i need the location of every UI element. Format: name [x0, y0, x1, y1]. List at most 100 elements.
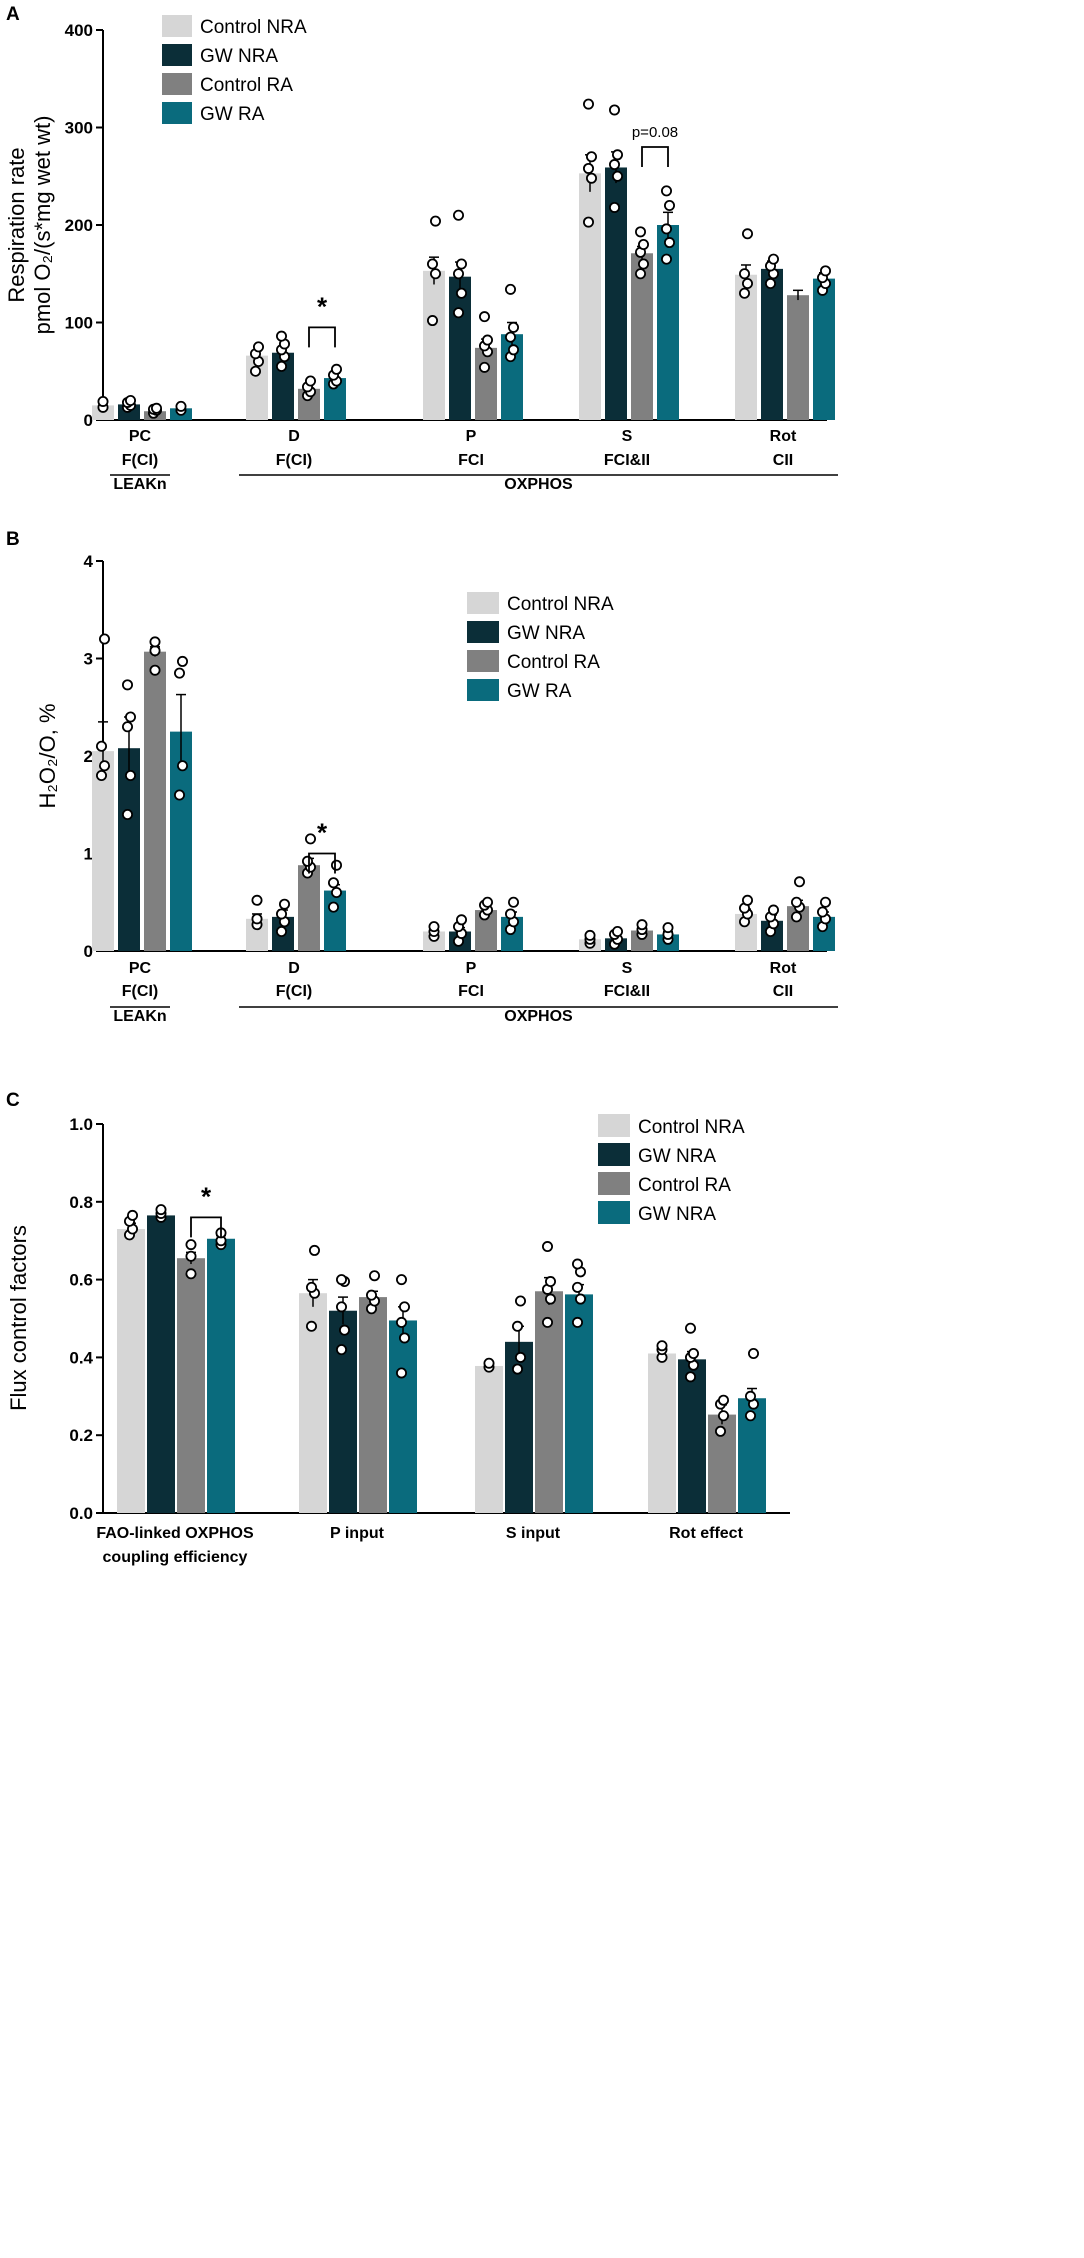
legend-label: Control RA — [200, 75, 293, 96]
data-point — [478, 361, 490, 373]
data-point — [688, 1348, 700, 1360]
data-point — [304, 833, 316, 845]
data-point — [185, 1250, 197, 1262]
data-point — [507, 896, 519, 908]
data-point — [612, 170, 624, 182]
data-point — [429, 268, 441, 280]
data-point — [175, 400, 187, 412]
data-point — [395, 1274, 407, 1286]
x-tick-label: F(CI) — [276, 452, 312, 469]
data-point — [398, 1301, 410, 1313]
y-tick-label: 0.4 — [69, 1348, 93, 1367]
y-axis-label: H₂O₂/O, % — [35, 703, 60, 808]
data-point — [512, 1320, 524, 1332]
significance-label: p=0.08 — [632, 124, 678, 141]
bar — [92, 751, 114, 951]
x-tick-label: FCI — [458, 452, 484, 469]
legend-label: GW NRA — [638, 1204, 716, 1225]
bar — [678, 1359, 706, 1513]
data-point — [636, 919, 648, 931]
y-tick-label: 0.8 — [69, 1193, 93, 1212]
x-tick-label: D — [288, 428, 300, 445]
data-point — [176, 760, 188, 772]
x-tick-label: Rot — [770, 960, 797, 977]
data-point — [545, 1276, 557, 1288]
legend-swatch — [467, 592, 499, 614]
bar — [170, 731, 192, 951]
data-point — [122, 679, 134, 691]
y-tick-label: 4 — [84, 552, 94, 571]
data-point — [635, 268, 647, 280]
data-point — [452, 307, 464, 319]
y-tick-label: 200 — [65, 216, 93, 235]
x-tick-label: Rot — [770, 428, 797, 445]
x-tick-label: P input — [330, 1525, 385, 1542]
bar — [475, 1365, 503, 1513]
y-tick-label: 0.2 — [69, 1426, 93, 1445]
data-point — [661, 223, 673, 235]
data-point — [305, 1281, 317, 1293]
data-point — [745, 1390, 757, 1402]
data-point — [609, 104, 621, 116]
data-point — [275, 330, 287, 342]
data-point — [99, 760, 111, 772]
data-point — [483, 1357, 495, 1369]
data-point — [455, 258, 467, 270]
data-point — [656, 1340, 668, 1352]
data-point — [278, 898, 290, 910]
y-tick-label: 2 — [84, 747, 93, 766]
bar — [298, 865, 320, 951]
data-point — [426, 315, 438, 327]
y-tick-label: 3 — [84, 650, 93, 669]
x-tick-label: P — [466, 960, 477, 977]
significance-label: * — [201, 1181, 212, 1211]
data-point — [275, 908, 287, 920]
y-tick-label: 0 — [84, 942, 93, 961]
y-axis-label: Respiration rate — [4, 147, 29, 302]
data-point — [249, 365, 261, 377]
y-tick-label: 300 — [65, 119, 93, 138]
legend-swatch — [598, 1172, 630, 1195]
data-point — [715, 1425, 727, 1437]
data-point — [97, 395, 109, 407]
data-point — [275, 926, 287, 938]
data-point — [791, 896, 803, 908]
legend-swatch — [162, 73, 192, 95]
data-point — [155, 1204, 167, 1216]
data-point — [742, 228, 754, 240]
bar — [324, 378, 346, 420]
significance-bracket — [308, 326, 336, 348]
group-label: OXPHOS — [504, 1008, 573, 1025]
x-tick-label: F(CI) — [276, 983, 312, 1000]
data-point — [504, 331, 516, 343]
y-tick-label: 0.0 — [69, 1504, 93, 1523]
data-point — [512, 1363, 524, 1375]
legend-label: Control NRA — [200, 17, 307, 38]
legend-label: Control RA — [507, 652, 600, 673]
y-axis-label: Flux control factors — [6, 1225, 31, 1411]
data-point — [583, 98, 595, 110]
x-tick-label: PC — [129, 428, 152, 445]
y-tick-label: 1 — [84, 845, 93, 864]
data-point — [251, 913, 263, 925]
data-point — [638, 258, 650, 270]
x-tick-label: coupling efficiency — [103, 1549, 248, 1566]
x-tick-label: Rot effect — [669, 1525, 743, 1542]
data-point — [149, 645, 161, 657]
data-point — [609, 159, 621, 171]
legend-swatch — [598, 1201, 630, 1224]
data-point — [452, 209, 464, 221]
legend-swatch — [598, 1114, 630, 1137]
data-point — [515, 1351, 527, 1363]
data-point — [542, 1241, 554, 1253]
data-point — [125, 394, 137, 406]
bar — [324, 890, 346, 951]
data-point — [748, 1348, 760, 1360]
bar — [359, 1297, 387, 1513]
data-point — [122, 809, 134, 821]
legend-swatch — [162, 44, 192, 66]
bar — [648, 1353, 676, 1513]
data-point — [96, 740, 108, 752]
bar — [657, 225, 679, 420]
